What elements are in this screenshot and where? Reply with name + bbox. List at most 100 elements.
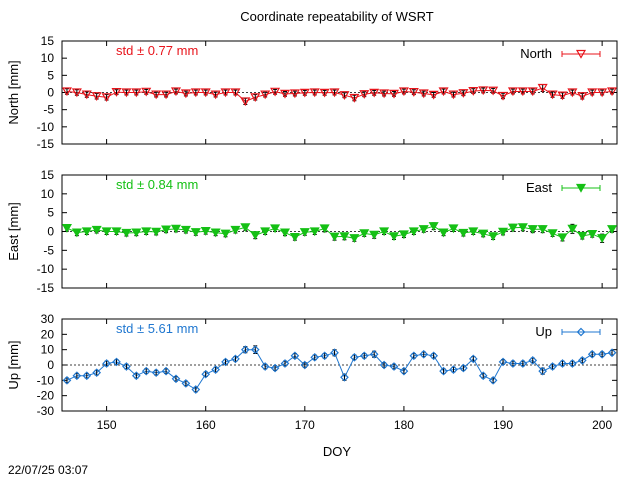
data-point — [151, 368, 161, 378]
data-point — [399, 366, 409, 376]
data-point — [547, 229, 558, 239]
data-point — [200, 227, 211, 236]
data-point — [260, 362, 270, 371]
data-point — [458, 228, 469, 238]
data-point — [478, 229, 489, 239]
data-point — [557, 91, 568, 101]
y-axis-label: North [mm] — [6, 60, 21, 124]
data-point — [428, 222, 439, 231]
panels-group: 15 10 5 0 -5 -10 -15 North [mm] std ± 0.77 mm Nor… — [6, 34, 618, 432]
data-point — [597, 349, 607, 359]
data-point — [260, 227, 271, 237]
timestamp-footer: 22/07/25 03:07 — [8, 463, 88, 477]
y-tick-label: -5 — [43, 103, 54, 117]
data-point — [210, 228, 221, 238]
data-point — [319, 88, 330, 98]
data-point — [250, 93, 261, 103]
legend-label: Up — [535, 324, 552, 339]
data-point — [231, 354, 240, 364]
data-point — [537, 83, 548, 93]
y-tick-label: 20 — [41, 327, 55, 341]
y-tick-label: -15 — [37, 137, 55, 151]
data-point — [438, 87, 449, 97]
data-point — [329, 88, 340, 98]
data-point — [439, 366, 448, 376]
data-point — [151, 90, 162, 100]
data-point — [527, 87, 538, 97]
data-point — [240, 223, 251, 233]
data-point — [517, 87, 528, 97]
data-point — [497, 91, 509, 101]
data-point — [102, 359, 111, 368]
data-point — [329, 232, 340, 242]
data-point — [547, 90, 558, 100]
data-point — [122, 362, 131, 371]
data-point — [171, 374, 181, 384]
x-tick-label: 160 — [196, 418, 216, 432]
data-point — [131, 228, 142, 238]
y-tick-label: 0 — [47, 225, 54, 239]
data-point — [289, 89, 300, 99]
data-point — [429, 351, 439, 361]
x-tick-label: 150 — [97, 418, 117, 432]
data-point — [498, 357, 508, 367]
data-point — [478, 371, 488, 381]
panel-up — [61, 318, 618, 412]
data-point — [597, 234, 608, 243]
data-point — [170, 224, 182, 234]
data-point — [330, 348, 339, 358]
data-point — [587, 88, 598, 98]
data-point — [468, 227, 479, 237]
data-point — [568, 359, 577, 368]
y-tick-label: -20 — [37, 389, 55, 403]
legend-marker — [575, 49, 587, 59]
data-point — [210, 90, 221, 100]
data-point — [497, 227, 509, 237]
y-tick-label: 15 — [41, 168, 55, 182]
data-point — [180, 225, 191, 235]
data-point — [577, 231, 588, 241]
data-point — [220, 229, 231, 239]
data-point — [230, 88, 241, 98]
data-point — [359, 351, 369, 361]
std-annotation: std ± 0.84 mm — [116, 177, 198, 192]
data-point — [250, 231, 261, 240]
y-tick-label: 15 — [41, 34, 55, 48]
data-point — [488, 86, 499, 96]
data-point — [488, 232, 499, 242]
data-point — [101, 227, 112, 237]
panel-north — [61, 40, 618, 145]
data-point — [121, 228, 132, 238]
data-point — [350, 352, 359, 362]
data-point — [398, 87, 409, 97]
data-point — [300, 360, 310, 370]
data-point — [379, 227, 390, 237]
data-point — [468, 87, 479, 96]
data-point — [141, 87, 152, 97]
data-point — [180, 89, 191, 99]
data-point — [310, 352, 320, 362]
y-axis-label: Up [mm] — [6, 340, 21, 389]
data-point — [299, 88, 310, 98]
series-line — [66, 349, 613, 391]
data-point — [299, 228, 310, 237]
data-point — [62, 224, 72, 233]
y-tick-label: -10 — [37, 262, 55, 276]
x-tick-label: 190 — [493, 418, 513, 432]
data-point — [340, 372, 349, 382]
y-tick-label: -5 — [43, 243, 54, 257]
data-point — [161, 366, 171, 376]
data-point — [577, 356, 587, 365]
data-point — [517, 223, 528, 233]
x-tick-label: 180 — [394, 418, 414, 432]
data-point — [507, 87, 518, 97]
data-point — [141, 227, 152, 237]
y-tick-label: 10 — [41, 51, 55, 65]
data-point — [458, 89, 469, 98]
data-point — [92, 368, 102, 378]
data-point — [359, 90, 370, 99]
data-point — [587, 230, 598, 239]
data-point — [309, 88, 320, 98]
series-up — [62, 345, 617, 394]
data-point — [478, 86, 489, 96]
